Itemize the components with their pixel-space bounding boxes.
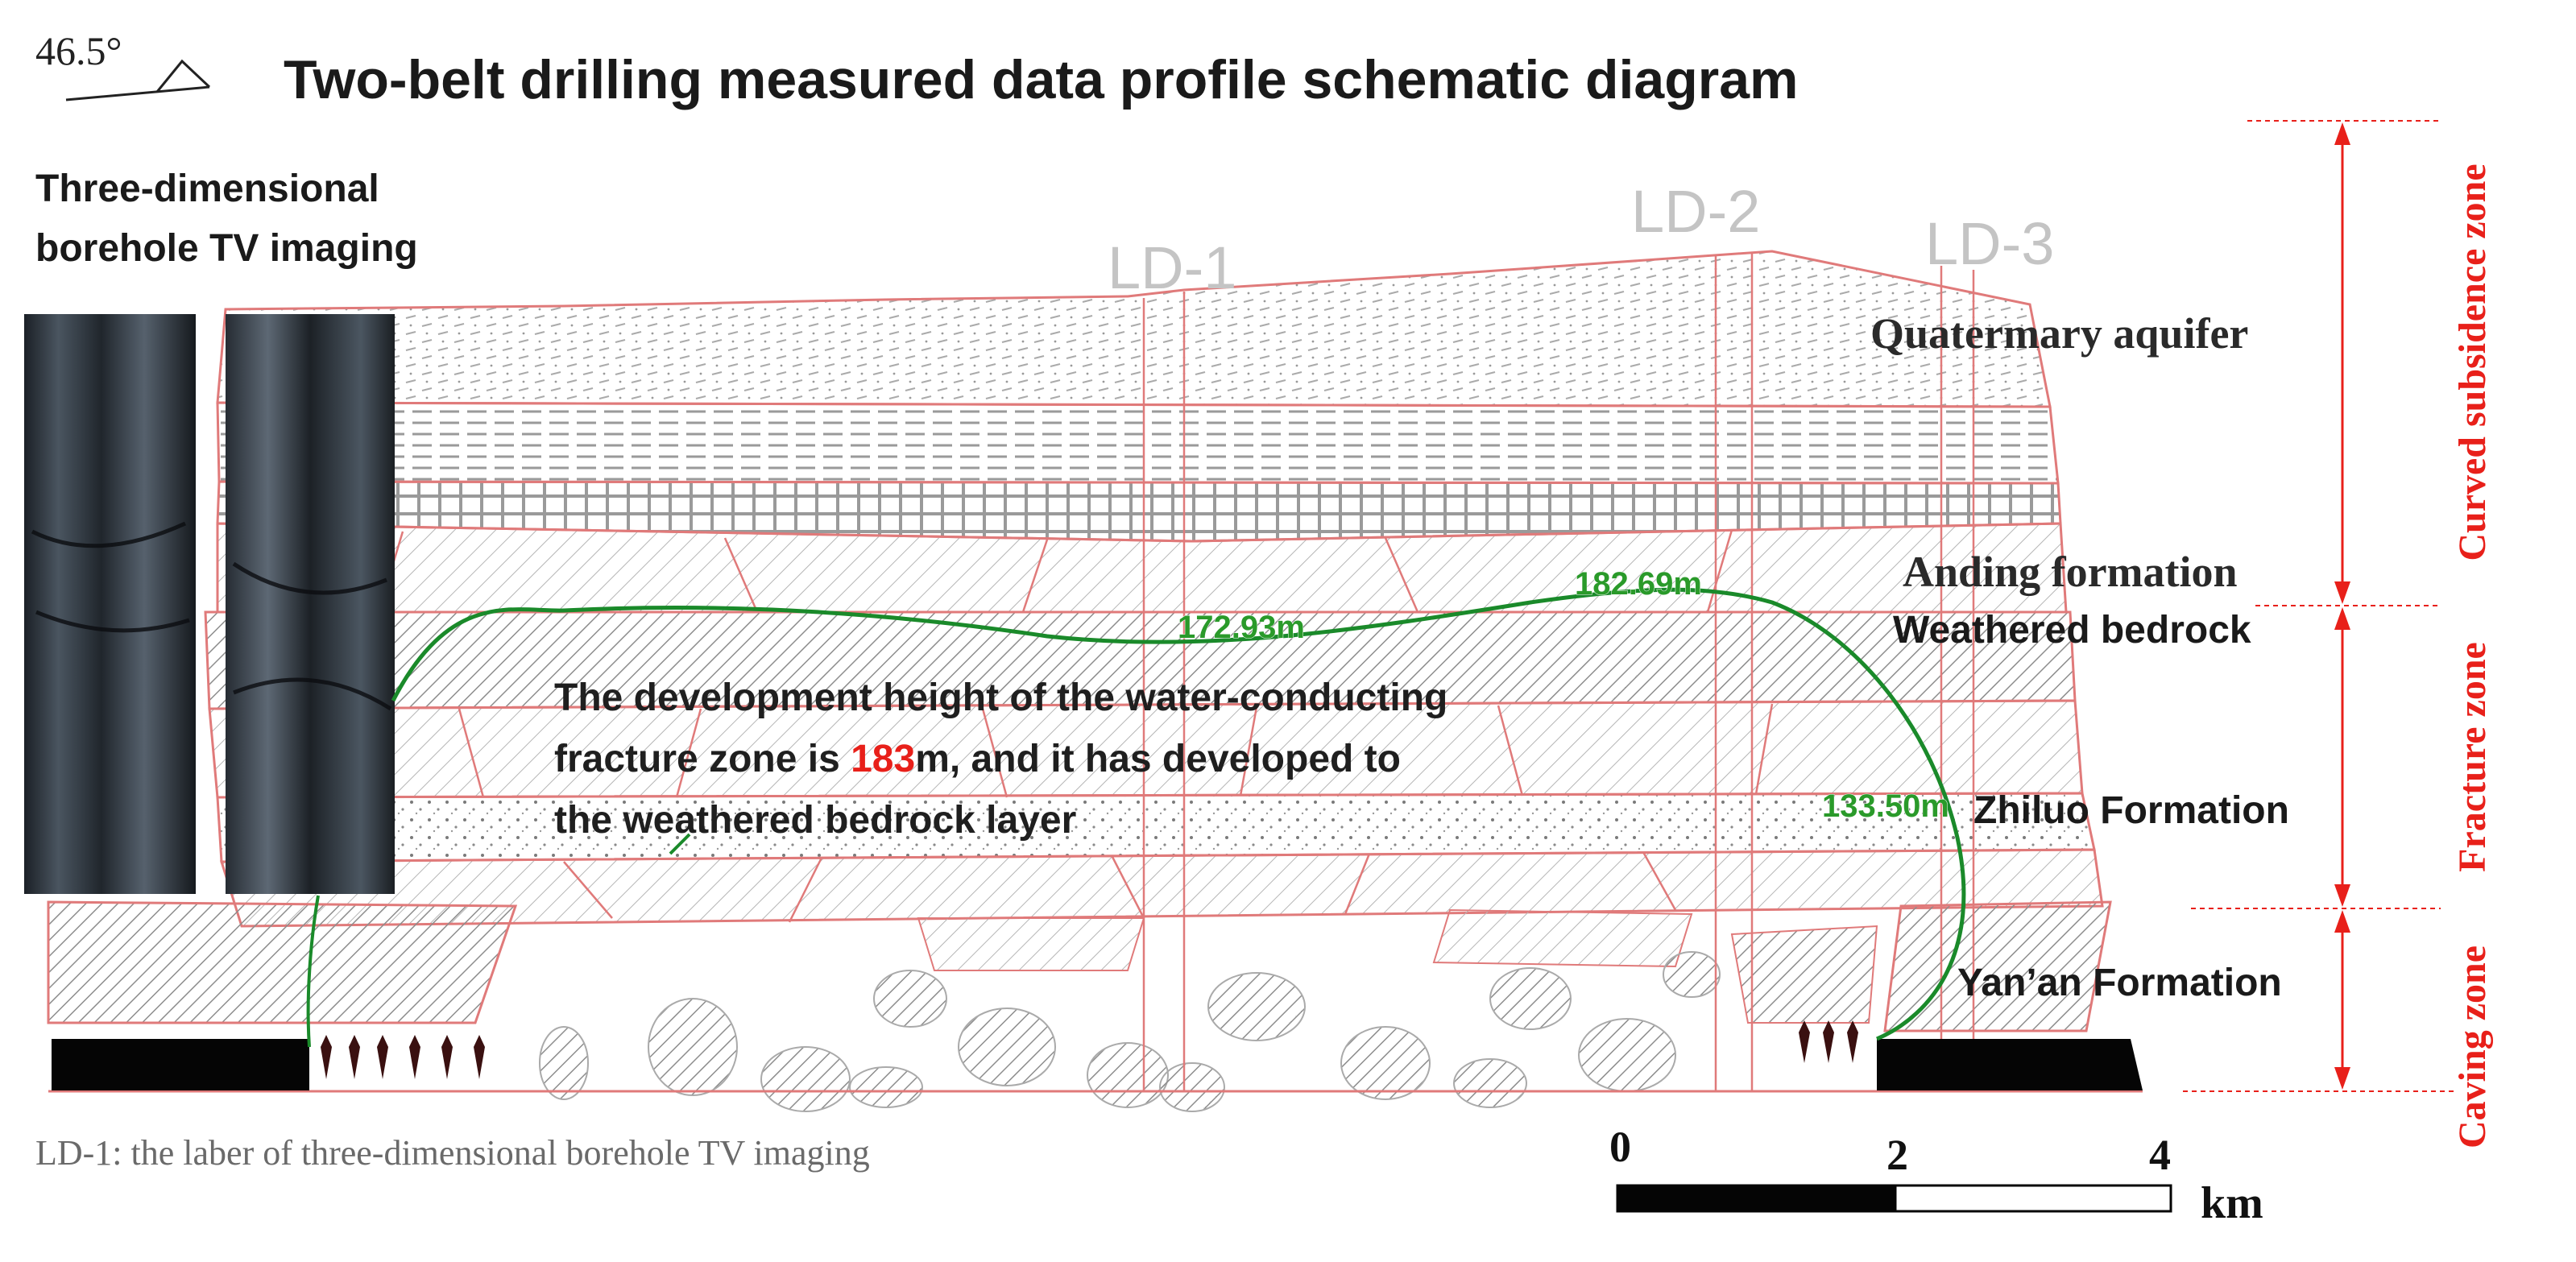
scale-tick-0: 0 <box>1609 1123 1631 1171</box>
page-title: Two-belt drilling measured data profile … <box>284 49 1799 110</box>
annotation-line3: the weathered bedrock layer <box>554 799 1076 842</box>
anding-label: Anding formation <box>1903 548 2238 596</box>
borehole-label-ld3: LD-3 <box>1925 210 2054 277</box>
weathered-label: Weathered bedrock <box>1893 609 2251 652</box>
zhiluo-label: Zhiluo Formation <box>1973 789 2289 832</box>
fracture-height-value: 183 <box>851 738 915 780</box>
footnote: LD-1: the laber of three-dimensional bor… <box>35 1133 870 1173</box>
dip-symbol: 46.5° <box>35 28 211 101</box>
fracture-curve-left-tail <box>306 895 320 1048</box>
zone-boundaries <box>2183 120 2457 1092</box>
caving-zone-label: Caving zone <box>2451 945 2494 1148</box>
annotation-line2-prefix: fracture zone is <box>554 738 851 780</box>
quaternary-label: Quatermary aquifer <box>1870 309 2248 358</box>
annotation-line2-suffix: m, and it has developed to <box>915 738 1401 780</box>
support-arrows <box>321 1020 1858 1079</box>
annotation-leader <box>669 833 691 855</box>
coal-pillar-right <box>1877 1039 2143 1090</box>
yanan-label: Yan’an Formation <box>1957 962 2282 1004</box>
curved-subsidence-zone-label: Curved subsidence zone <box>2451 163 2494 561</box>
scale-bar: 0 2 4 km <box>1609 1123 2263 1228</box>
borehole-image-2 <box>226 314 395 894</box>
measurement-ld1: 172.93m <box>1178 610 1305 645</box>
measurement-ld2: 182.69m <box>1575 566 1702 602</box>
scale-tick-2: 2 <box>1886 1131 1908 1179</box>
zone-arrowheads <box>2334 122 2350 1090</box>
annotation-line2: fracture zone is 183m, and it has develo… <box>554 738 1401 780</box>
borehole-tv-images <box>24 314 395 894</box>
measurement-ld3: 133.50m <box>1822 788 1949 824</box>
fracture-zone-label: Fracture zone <box>2451 642 2494 872</box>
imaging-label-line1: Three-dimensional <box>35 168 379 210</box>
borehole-label-ld1: LD-1 <box>1108 234 1236 301</box>
scale-unit: km <box>2201 1178 2263 1228</box>
borehole-image-1 <box>24 314 196 894</box>
imaging-label-line2: borehole TV imaging <box>35 227 418 270</box>
scale-tick-4: 4 <box>2149 1131 2171 1179</box>
coal-pillar-left <box>52 1039 309 1090</box>
annotation-line1: The development height of the water-cond… <box>554 677 1447 719</box>
geological-section <box>47 250 2143 1112</box>
borehole-label-ld2: LD-2 <box>1631 178 1760 245</box>
anding-layer <box>216 522 2068 614</box>
borehole-labels: LD-1 LD-2 LD-3 <box>1108 178 2054 301</box>
dashed-band <box>216 401 2060 485</box>
fracture-zone-curve <box>391 587 1966 1041</box>
dip-angle-label: 46.5° <box>35 28 122 73</box>
